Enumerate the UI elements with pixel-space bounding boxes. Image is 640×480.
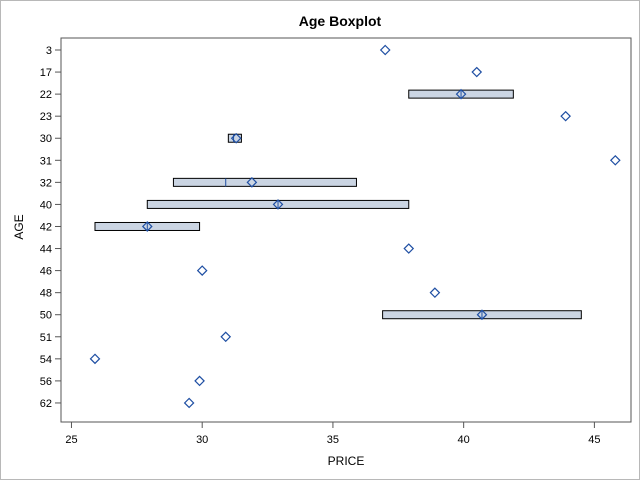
x-tick-label: 40	[458, 434, 470, 446]
y-tick-label: 32	[40, 177, 52, 189]
x-tick-label: 35	[327, 434, 339, 446]
mean-marker	[194, 375, 205, 387]
y-tick-label: 48	[40, 288, 52, 300]
y-tick-label: 17	[40, 67, 52, 79]
mean-marker	[272, 199, 284, 210]
mean-marker	[196, 265, 208, 276]
mean-marker	[455, 88, 467, 100]
box	[172, 177, 357, 187]
y-tick-label: 50	[40, 310, 52, 322]
mean-marker	[89, 353, 101, 365]
y-tick-label: 30	[40, 133, 52, 145]
y-tick-label: 40	[40, 199, 52, 211]
mean-marker	[141, 221, 153, 232]
y-tick-label: 51	[40, 332, 52, 344]
y-tick-label: 62	[40, 398, 52, 410]
y-tick-label: 3	[46, 45, 52, 57]
y-tick-label: 46	[40, 266, 52, 278]
x-tick-label: 25	[65, 434, 77, 446]
x-tick-label: 45	[588, 434, 600, 446]
mean-marker	[609, 154, 621, 166]
mean-marker	[220, 331, 232, 343]
y-tick-label: 56	[40, 376, 52, 388]
x-tick-label: 30	[196, 434, 208, 446]
mean-marker	[476, 309, 488, 321]
y-tick-label: 44	[40, 244, 52, 256]
y-tick-label: 22	[40, 89, 52, 101]
x-axis-label: PRICE	[328, 454, 365, 468]
mean-marker	[403, 243, 415, 254]
mean-marker	[429, 287, 441, 299]
y-tick-label: 23	[40, 111, 52, 123]
mean-marker	[379, 44, 391, 56]
y-tick-label: 42	[40, 221, 52, 233]
y-tick-label: 31	[40, 155, 52, 167]
mean-marker	[560, 110, 571, 122]
mean-marker	[183, 397, 195, 409]
plot-area	[60, 37, 632, 423]
mean-marker	[230, 132, 242, 144]
mean-marker	[246, 177, 258, 188]
mean-marker	[471, 66, 483, 78]
y-axis-label: AGE	[12, 214, 26, 239]
chart-title: Age Boxplot	[299, 13, 382, 29]
y-tick-label: 54	[40, 354, 52, 366]
